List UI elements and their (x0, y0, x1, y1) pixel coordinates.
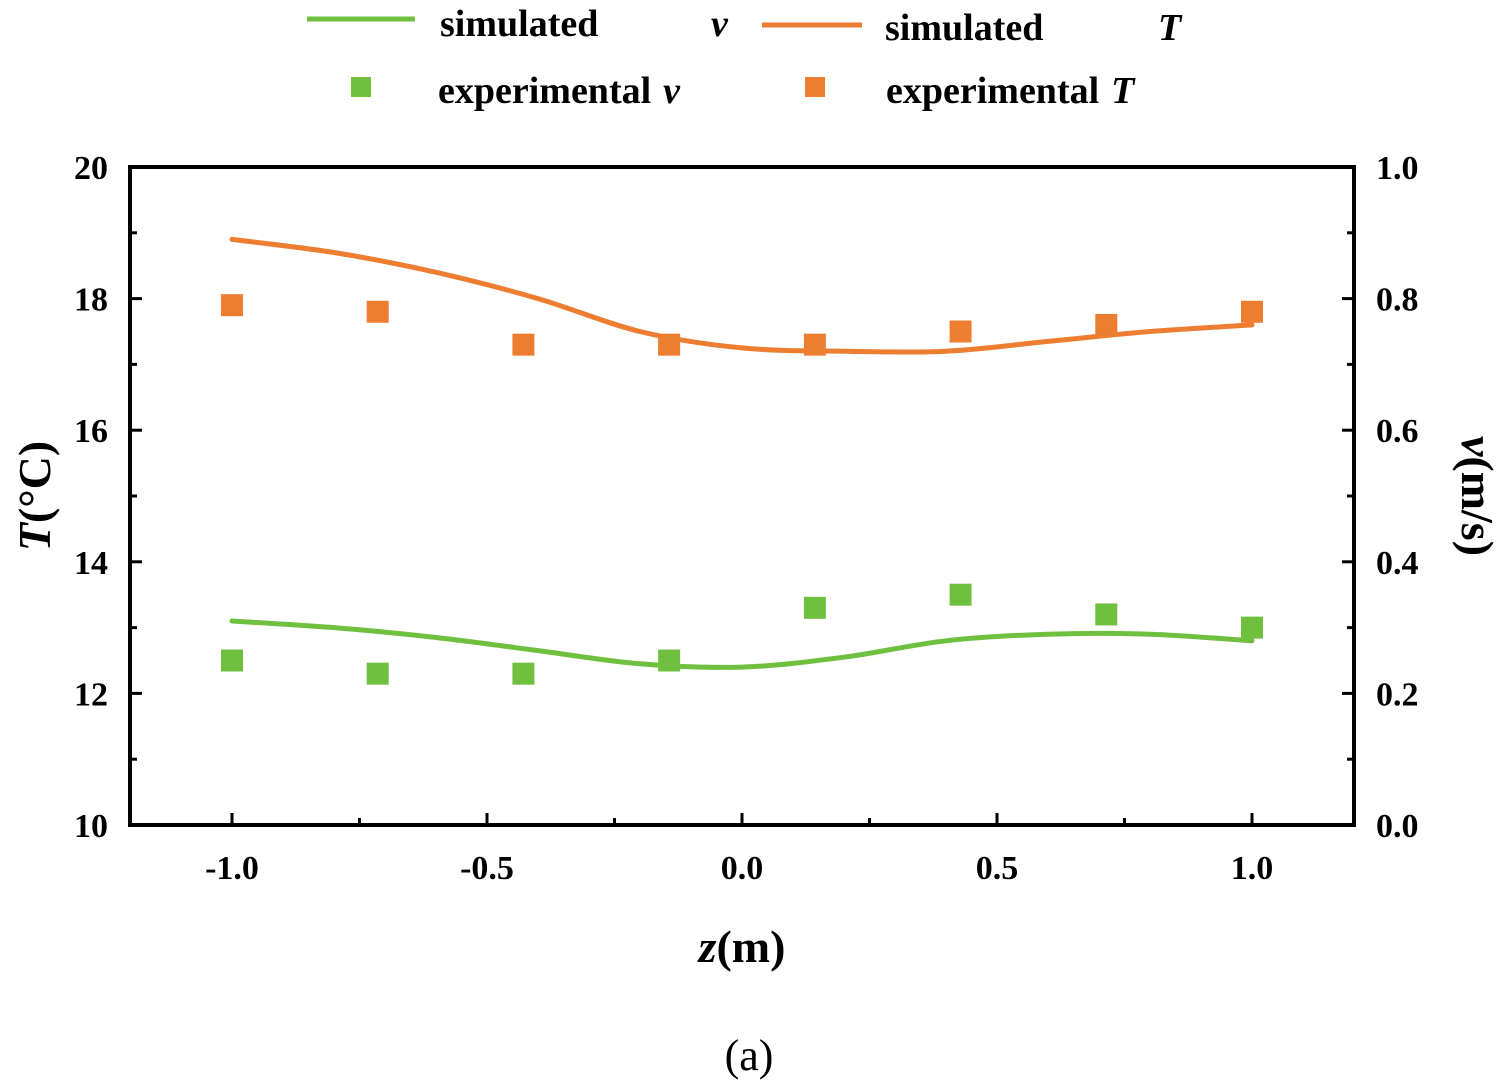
right-y-tick-label: 0.6 (1376, 413, 1419, 450)
figure-caption: (a) (725, 1031, 774, 1080)
x-axis-ticks: -1.0 -0.5 0.0 0.5 1.0 (205, 813, 1273, 887)
x-axis-title: z(m) (697, 921, 786, 972)
legend-label-simulated-T: simulated T (885, 7, 1183, 49)
right-y-axis-ticks: 0.0 0.2 0.4 0.6 0.8 1.0 (1342, 150, 1419, 845)
legend-swatch-experimental-v (351, 77, 371, 97)
right-y-tick-label: 0.2 (1376, 676, 1419, 713)
left-y-tick-label: 20 (74, 150, 108, 187)
data-point-experimental-v (221, 649, 243, 672)
x-tick-label: 0.5 (976, 850, 1019, 887)
data-point-experimental-v (1241, 616, 1263, 639)
left-y-tick-label: 10 (74, 808, 108, 845)
left-y-axis-title: T(°C) (9, 441, 60, 551)
series-line-simulated-T (229, 236, 1255, 355)
left-y-tick-label: 16 (74, 413, 108, 450)
left-y-tick-label: 12 (74, 676, 108, 713)
x-tick-label: 0.0 (721, 850, 764, 887)
legend-label-simulated-v: simulated v (440, 3, 729, 45)
right-y-axis-title: v(m/s) (1452, 436, 1503, 556)
data-point-experimental-v (1095, 603, 1118, 626)
right-y-tick-label: 0.0 (1376, 808, 1419, 845)
data-point-experimental-T (803, 333, 826, 356)
legend-label-experimental-v: experimental v (438, 70, 681, 112)
legend-swatch-experimental-T (805, 77, 825, 97)
x-tick-label: -1.0 (205, 850, 259, 887)
legend-label-experimental-T: experimental T (886, 70, 1136, 112)
right-y-tick-label: 0.8 (1376, 282, 1419, 319)
data-point-experimental-v (512, 662, 535, 685)
series-layer (221, 236, 1263, 685)
data-point-experimental-T (1095, 313, 1118, 336)
data-point-experimental-T (949, 320, 972, 343)
right-y-tick-label: 1.0 (1376, 150, 1419, 187)
data-point-experimental-T (658, 333, 681, 356)
series-line-simulated-v (229, 618, 1255, 670)
data-point-experimental-T (366, 300, 389, 323)
left-y-tick-label: 18 (74, 282, 108, 319)
x-tick-label: 1.0 (1231, 850, 1274, 887)
data-point-experimental-T (512, 333, 535, 356)
x-tick-label: -0.5 (460, 850, 514, 887)
legend: simulated v simulated T experimental v expe… (307, 3, 1183, 112)
left-y-tick-label: 14 (74, 545, 108, 582)
data-point-experimental-T (221, 294, 243, 317)
plot-frame (128, 165, 1356, 827)
right-y-tick-label: 0.4 (1376, 545, 1419, 582)
data-point-experimental-v (658, 649, 681, 672)
data-point-experimental-v (803, 596, 826, 619)
data-point-experimental-v (949, 583, 972, 606)
data-point-experimental-v (366, 662, 389, 685)
data-point-experimental-T (1241, 300, 1263, 323)
left-y-axis-ticks: 10 12 14 16 18 20 (74, 150, 142, 845)
